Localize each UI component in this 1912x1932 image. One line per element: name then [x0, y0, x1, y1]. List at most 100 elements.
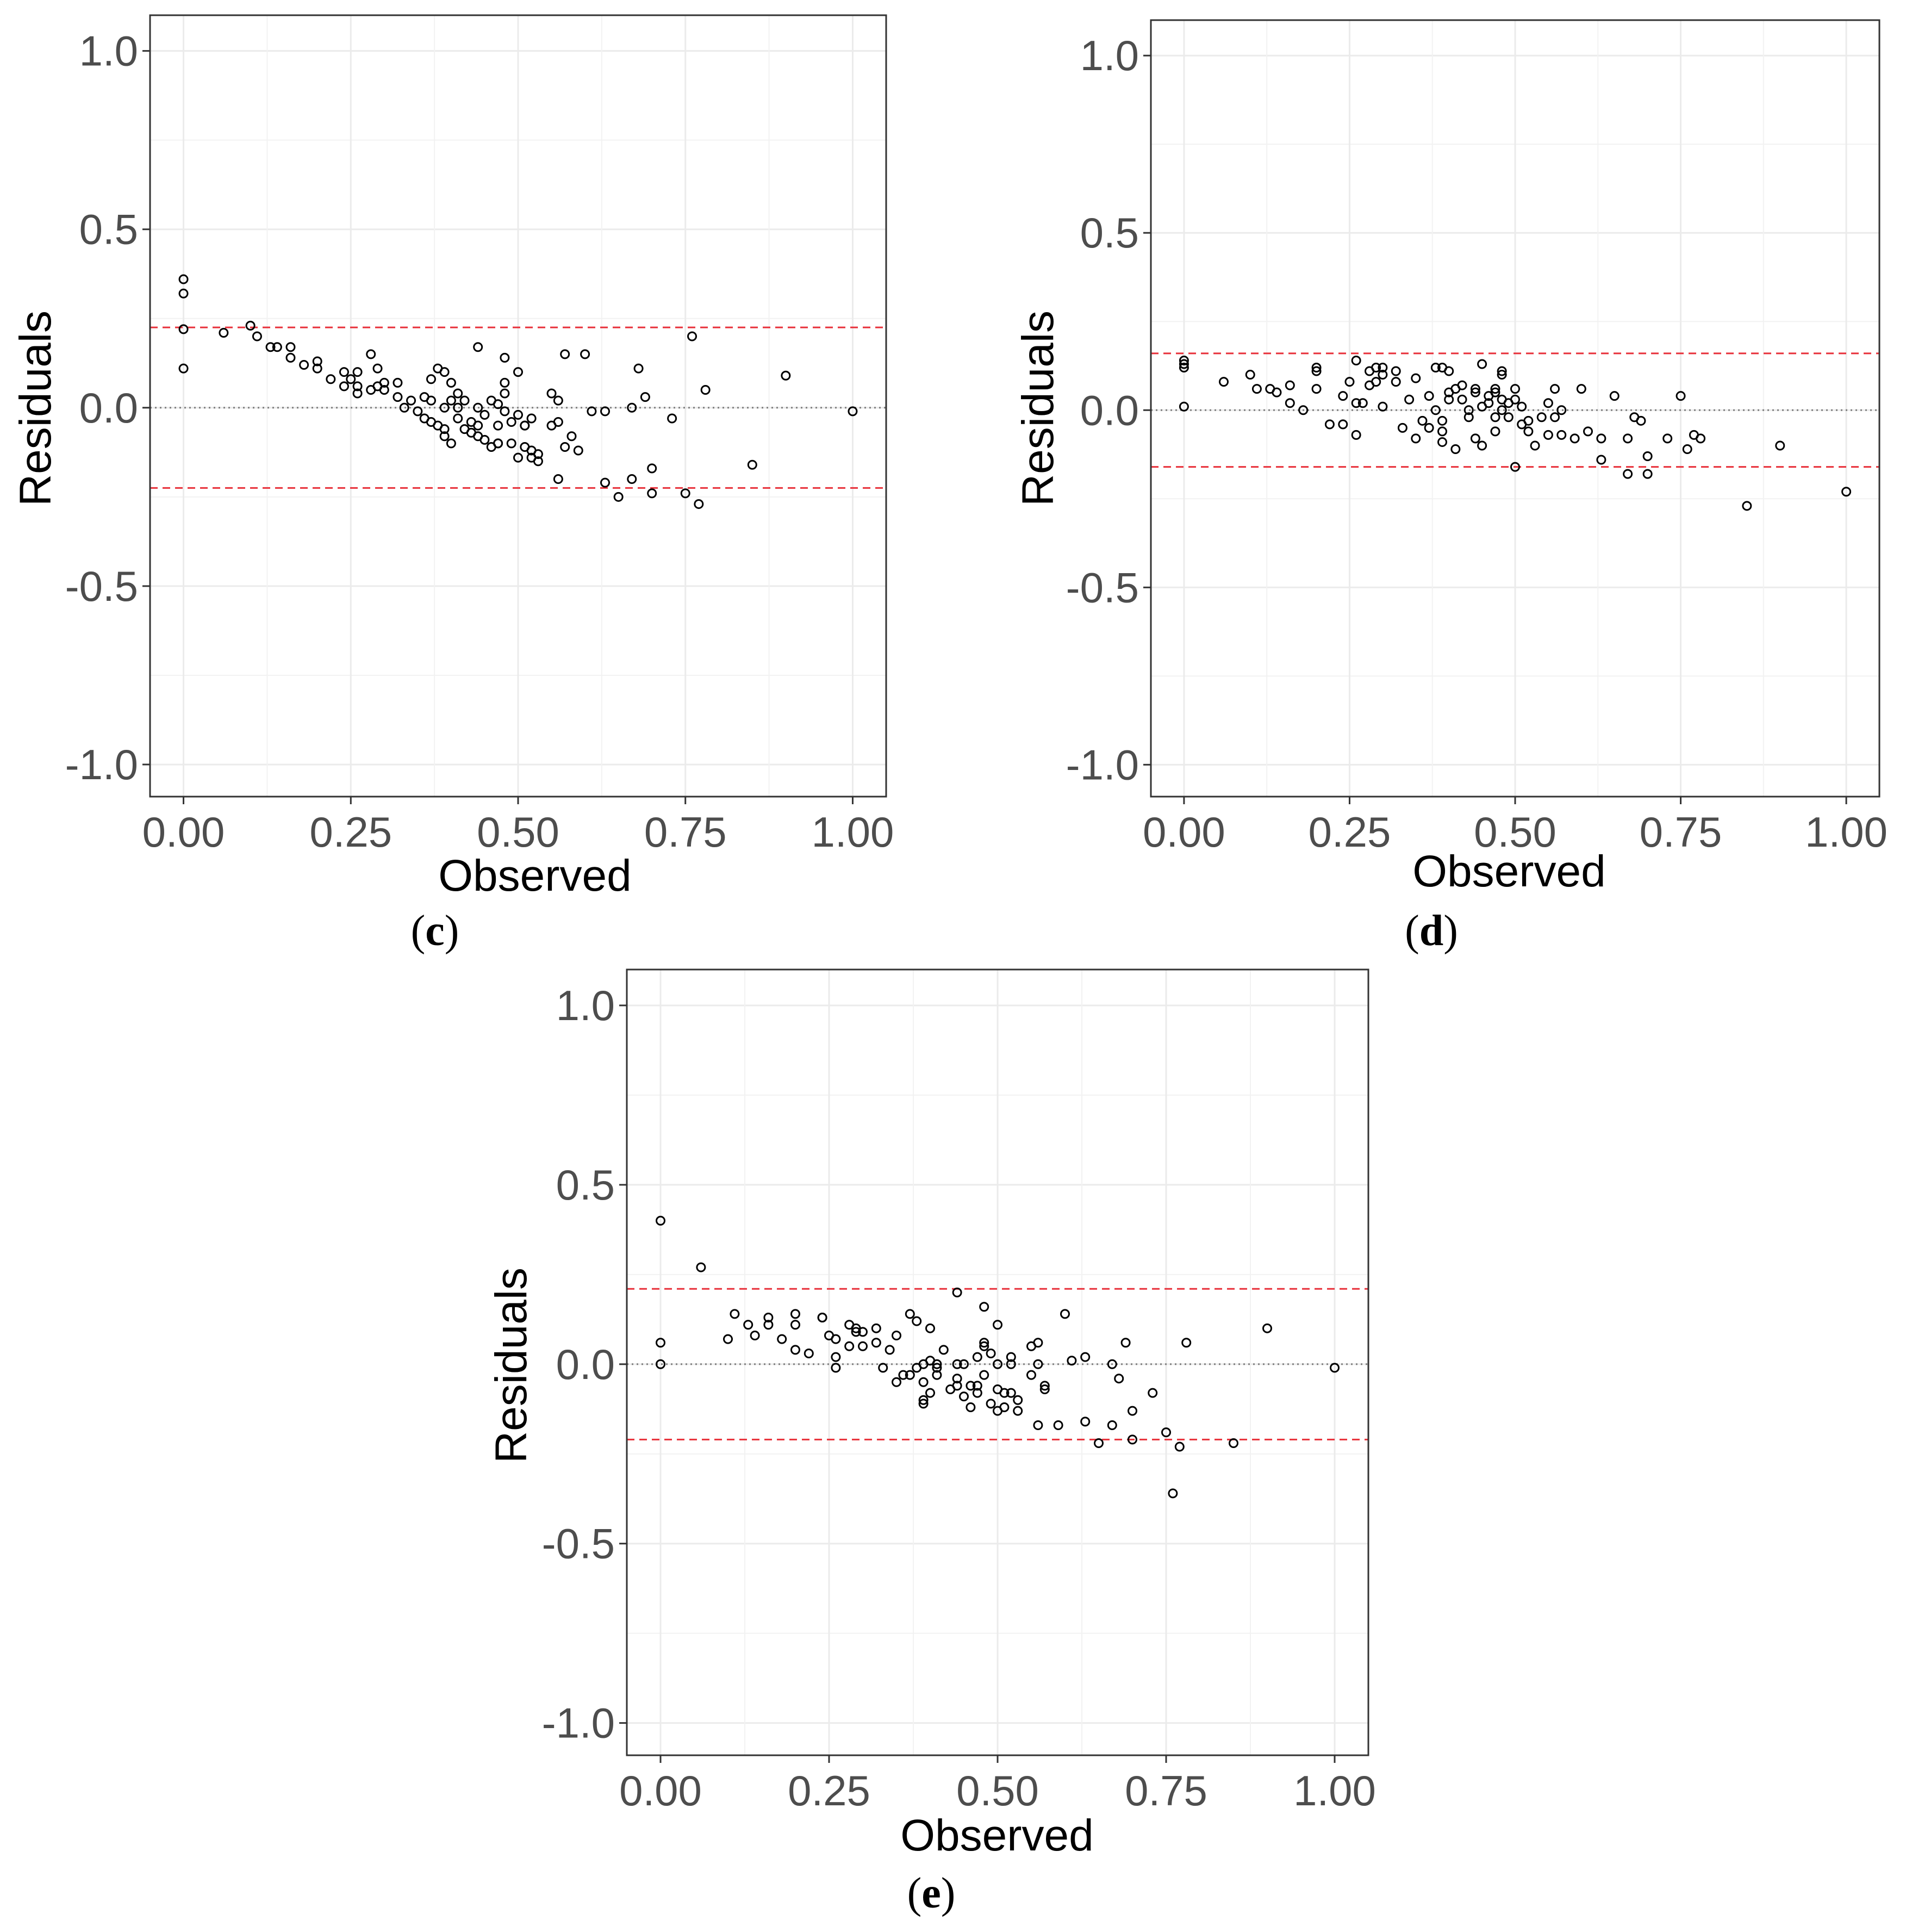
panel-c-data-point — [573, 445, 583, 456]
panel-e-data-point — [986, 1399, 996, 1409]
panel-c-data-point — [352, 388, 363, 399]
panel-c-data-point — [493, 438, 503, 449]
panel-d-data-point — [1378, 363, 1388, 373]
panel-c-data-point — [546, 388, 557, 399]
panel-e-data-point — [1107, 1420, 1117, 1430]
panel-c-data-point — [627, 402, 637, 413]
panel-e-data-point — [790, 1345, 800, 1355]
panel-e-data-point — [999, 1402, 1010, 1412]
panel-d-data-point — [1696, 433, 1706, 444]
panel-c-data-point — [285, 342, 296, 352]
panel-c-data-point — [613, 492, 624, 502]
panel-c-plot-layer: -1.0 -0.5 0.0 0.5 1.0 0.00 0.25 0.50 0.75 1.00 — [65, 14, 894, 856]
panel-d-data-point — [1444, 366, 1454, 376]
panel-c-data-point — [747, 459, 757, 470]
panel-c-ylabel: Residuals — [11, 310, 60, 506]
panel-d-data-point — [1841, 487, 1852, 497]
panel-d-data-point — [1463, 412, 1474, 423]
panel-d-data-point — [1490, 426, 1500, 437]
panel-e-data-point — [932, 1363, 942, 1373]
panel-d-data-point — [1285, 380, 1295, 390]
panel-c-y-tick-label: -0.5 — [65, 562, 138, 610]
panel-c-data-point — [272, 342, 282, 352]
panel-c-data-point — [553, 474, 563, 484]
panel-c-data-point — [500, 406, 510, 417]
panel-c-data-point — [379, 384, 389, 395]
panel-e-data-point — [938, 1345, 949, 1355]
panel-d-y-tick-label: 1.0 — [1080, 32, 1139, 79]
panel-e-data-point — [1026, 1370, 1036, 1380]
panel-c-data-point — [339, 367, 349, 377]
panel-d-data-point — [1490, 412, 1500, 423]
panel-d-data-point — [1311, 384, 1322, 394]
panel-d-data-point — [1437, 415, 1447, 426]
panel-d-x-tick-label: 1.00 — [1805, 808, 1888, 856]
panel-d-data-point — [1298, 405, 1309, 415]
panel-c-data-point — [439, 367, 450, 377]
panel-c-data-point — [640, 392, 650, 402]
panel-d-data-point — [1417, 415, 1428, 426]
panel-e-data-point — [696, 1262, 706, 1272]
panel-c-data-point — [580, 349, 590, 359]
panel-d-y-tick-label: 0.5 — [1080, 209, 1139, 257]
panel-e-data-point — [790, 1309, 800, 1319]
panel-d-data-point — [1583, 426, 1593, 437]
panel-e-data-point — [999, 1388, 1010, 1398]
panel-e-data-point — [656, 1215, 665, 1226]
panel-c-data-point — [500, 377, 510, 388]
panel-c-data-point — [600, 477, 611, 488]
panel-d-data-point — [1510, 394, 1520, 405]
panel-d-data-point — [1179, 401, 1189, 412]
panel-e-data-point — [952, 1381, 962, 1391]
panel-d-ylabel: Residuals — [1013, 310, 1063, 506]
panel-c-data-point — [473, 402, 483, 413]
panel-c-data-point — [533, 449, 543, 459]
panel-c-data-point — [647, 488, 657, 499]
panel-d-data-point — [1245, 370, 1255, 380]
panel-c-data-point — [453, 413, 463, 424]
panel-c-data-point — [265, 342, 276, 352]
panel-d-data-point — [1338, 391, 1348, 401]
panel-d-data-point — [1378, 370, 1388, 380]
panel-c-data-point — [352, 367, 363, 377]
panel-e-data-point — [1006, 1388, 1016, 1398]
panel-e-y-tick-label: -1.0 — [542, 1699, 615, 1747]
panel-d-data-point — [1437, 437, 1447, 447]
panel-c-data-point — [587, 406, 597, 417]
panel-e-data-point — [1053, 1420, 1063, 1430]
panel-e-x-tick-label: 1.00 — [1293, 1767, 1376, 1815]
panel-d-data-point — [1470, 433, 1480, 444]
panel-c-data-point — [533, 456, 543, 467]
panel-c-data-point — [413, 406, 423, 417]
panel-e-data-point — [972, 1388, 982, 1398]
panel-e-y-tick-label: 1.0 — [556, 981, 615, 1029]
panel-e-data-point — [905, 1370, 915, 1380]
panel-c-data-point — [667, 413, 677, 424]
panel-c-data-point — [553, 417, 563, 427]
panel-e-data-point — [1262, 1323, 1272, 1333]
panel-c-data-point — [479, 409, 490, 420]
panel-c-data-point — [178, 363, 189, 374]
panel-d-data-point — [1378, 401, 1388, 412]
panel-c-data-point — [439, 402, 450, 413]
panel-d-data-point — [1351, 398, 1361, 408]
panel-c-caption-letter: c — [425, 907, 445, 955]
panel-d-data-point — [1444, 394, 1454, 405]
panel-d-chart: -1.0 -0.5 0.0 0.5 1.0 0.00 0.25 0.50 0.75 1.00 Re… — [1013, 19, 1888, 955]
panel-d-data-point — [1543, 398, 1553, 408]
panel-c-data-point — [700, 384, 711, 395]
panel-d-data-point — [1391, 377, 1401, 387]
panel-c-data-point — [493, 399, 503, 409]
panel-d-data-point — [1477, 440, 1487, 451]
panel-d-data-point — [1623, 433, 1633, 444]
panel-e-data-point — [1120, 1338, 1131, 1348]
panel-e-data-point — [979, 1338, 989, 1348]
panel-c-data-point — [446, 395, 456, 406]
panel-e-data-point — [925, 1388, 935, 1398]
panel-e-data-point — [979, 1370, 989, 1380]
panel-e-data-point — [743, 1320, 753, 1330]
panel-e-data-point — [993, 1359, 1002, 1369]
panel-e-data-point — [918, 1399, 929, 1409]
panel-c-data-point — [399, 402, 409, 413]
panel-e-data-point — [1174, 1442, 1185, 1452]
